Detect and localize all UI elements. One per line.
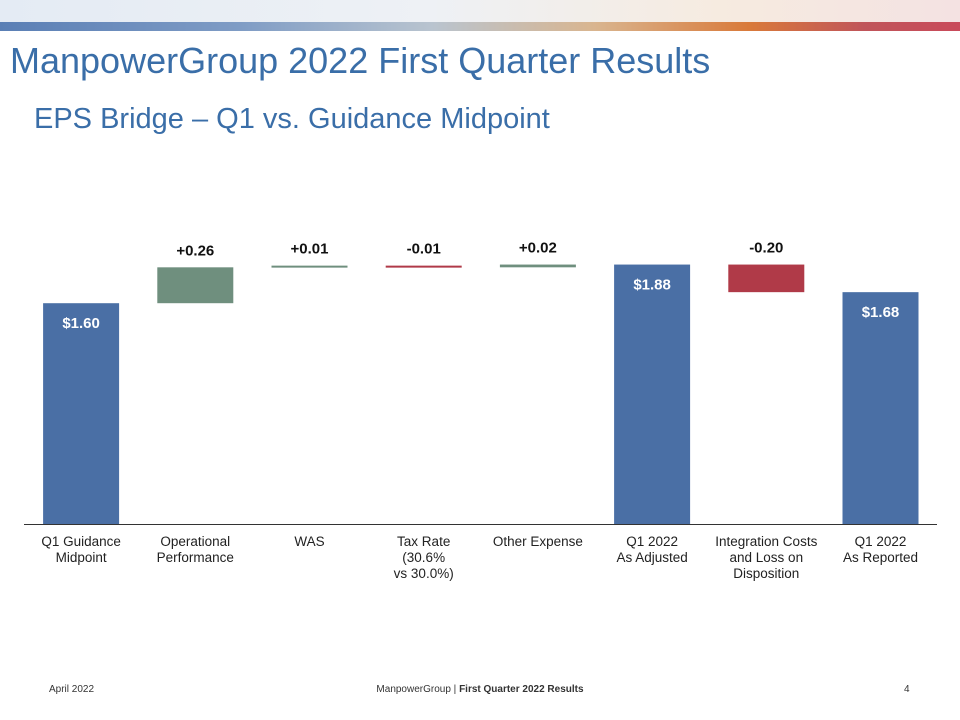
category-label-line: Tax Rate — [397, 534, 451, 549]
category-label-line: Q1 2022 — [854, 534, 907, 549]
footer-date: April 2022 — [49, 684, 95, 695]
category-label-3: Tax Rate (30.6% vs 30.0%) — [359, 534, 489, 582]
category-label-line: WAS — [294, 534, 325, 549]
bar-5 — [614, 264, 691, 524]
header-fade-band — [0, 0, 960, 22]
category-label-5: Q1 2022 As Adjusted — [587, 534, 717, 566]
category-label-line: As Adjusted — [616, 550, 688, 565]
category-label-line: Q1 Guidance — [41, 534, 121, 549]
eps-bridge-chart: $1.60 +0.26 +0.01 -0.01 +0.02 $1.88 -0.20 $1.68 — [24, 240, 937, 525]
bar-4 — [499, 264, 576, 268]
bar-0 — [43, 303, 120, 524]
bar-6 — [728, 264, 805, 293]
page-subtitle: EPS Bridge – Q1 vs. Guidance Midpoint — [34, 103, 550, 135]
bar-3 — [385, 265, 462, 268]
category-label-line: Performance — [156, 550, 234, 565]
bar-2 — [271, 265, 348, 268]
footer-doc-title: First Quarter 2022 Results — [459, 684, 584, 695]
data-label-3: -0.01 — [407, 241, 441, 258]
data-label-7: $1.68 — [862, 304, 900, 321]
bar-7 — [842, 292, 919, 524]
data-label-4: +0.02 — [519, 240, 557, 257]
category-label-1: Operational Performance — [130, 534, 260, 566]
page-number: 4 — [904, 684, 910, 695]
data-label-5: $1.88 — [633, 277, 671, 294]
category-label-2: WAS — [245, 534, 375, 550]
category-label-line: (30.6% — [402, 550, 446, 565]
category-label-line: vs 30.0%) — [393, 566, 454, 581]
data-label-6: -0.20 — [749, 240, 783, 257]
category-label-line: Midpoint — [55, 550, 107, 565]
category-label-line: and Loss on — [729, 550, 804, 565]
category-label-4: Other Expense — [473, 534, 603, 550]
category-label-line: Other Expense — [492, 534, 583, 549]
bar-1 — [157, 267, 234, 304]
footer-title: ManpowerGroup | First Quarter 2022 Resul… — [0, 684, 960, 695]
footer-company: ManpowerGroup — [376, 684, 451, 695]
data-label-0: $1.60 — [62, 315, 100, 332]
category-label-7: Q1 2022 As Reported — [816, 534, 946, 566]
header-color-band — [0, 22, 960, 31]
category-label-line: As Reported — [842, 550, 919, 565]
category-label-line: Operational — [160, 534, 231, 549]
footer-separator: | — [450, 684, 460, 695]
category-label-0: Q1 Guidance Midpoint — [16, 534, 146, 566]
page-title: ManpowerGroup 2022 First Quarter Results — [10, 40, 711, 81]
category-label-line: Q1 2022 — [626, 534, 678, 549]
category-label-6: Integration Costs and Loss on Disposition — [701, 534, 831, 582]
category-label-line: Integration Costs — [715, 534, 818, 549]
data-label-2: +0.01 — [291, 241, 329, 258]
data-label-1: +0.26 — [176, 242, 214, 259]
category-label-line: Disposition — [733, 566, 800, 581]
